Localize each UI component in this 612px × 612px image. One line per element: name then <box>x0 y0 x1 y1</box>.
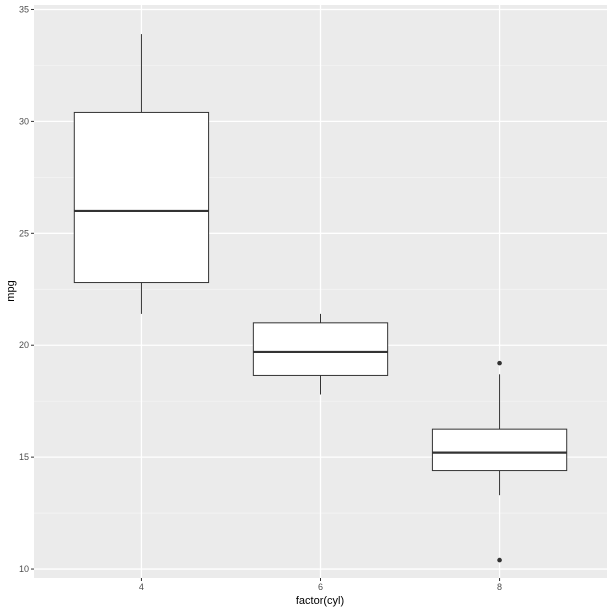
box-iqr <box>431 428 568 472</box>
x-tick-label: 6 <box>318 582 323 592</box>
box-group-8 <box>431 360 568 563</box>
box-series <box>73 34 568 563</box>
x-tick-label: 4 <box>139 582 144 592</box>
y-tick-label: 15 <box>19 452 29 462</box>
x-axis: 4 6 8 <box>139 578 502 592</box>
outlier-point <box>497 360 502 366</box>
y-axis: 10 15 20 25 30 35 <box>19 4 34 574</box>
y-tick-label: 25 <box>19 228 29 238</box>
box-iqr <box>73 111 210 284</box>
x-tick-label: 8 <box>497 582 502 592</box>
y-tick-label: 20 <box>19 340 29 350</box>
x-axis-title: factor(cyl) <box>296 595 344 607</box>
box-group-4 <box>73 34 210 314</box>
y-axis-title: mpg <box>5 280 17 301</box>
box-group-6 <box>252 313 389 395</box>
box-iqr <box>252 322 389 376</box>
outlier-point <box>497 557 502 563</box>
y-tick-label: 10 <box>19 564 29 574</box>
y-tick-label: 30 <box>19 116 29 126</box>
y-tick-label: 35 <box>19 4 29 14</box>
